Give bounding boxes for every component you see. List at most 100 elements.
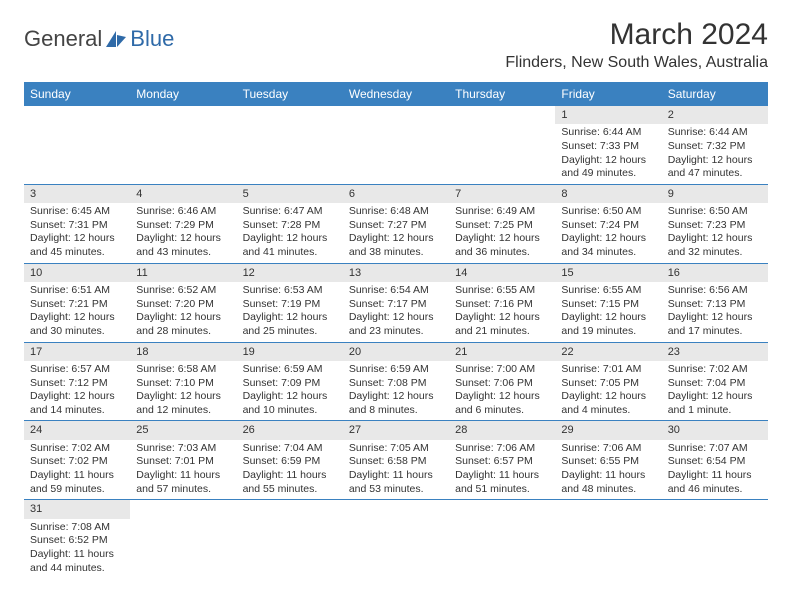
day-number: 31: [24, 500, 130, 518]
day-number: 20: [343, 343, 449, 361]
day-info: Sunrise: 6:44 AMSunset: 7:32 PMDaylight:…: [662, 124, 768, 184]
calendar-day-cell: [449, 106, 555, 184]
calendar-day-cell: 6Sunrise: 6:48 AMSunset: 7:27 PMDaylight…: [343, 184, 449, 263]
day-number: 23: [662, 343, 768, 361]
calendar-day-cell: 30Sunrise: 7:07 AMSunset: 6:54 PMDayligh…: [662, 421, 768, 500]
day-info: Sunrise: 7:02 AMSunset: 7:04 PMDaylight:…: [662, 361, 768, 421]
day-number: 25: [130, 421, 236, 439]
calendar-week-row: 24 Sunrise: 7:02 AMSunset: 7:02 PM Dayligh…: [24, 421, 768, 500]
sunrise-line: Sunrise: 7:02 AM: [30, 442, 124, 456]
day-info: Sunrise: 6:59 AMSunset: 7:08 PMDaylight:…: [343, 361, 449, 421]
daylight-line: Daylight: 11 hours and 57 minutes.: [136, 469, 230, 496]
sunset-line: Sunset: 7:24 PM: [561, 219, 655, 233]
calendar-day-cell: 19Sunrise: 6:59 AMSunset: 7:09 PMDayligh…: [237, 342, 343, 421]
sunrise-line: Sunrise: 6:48 AM: [349, 205, 443, 219]
day-number: 26: [237, 421, 343, 439]
day-info: Sunrise: 6:44 AMSunset: 7:33 PMDaylight:…: [555, 124, 661, 184]
sunset-line: Sunset: 7:19 PM: [243, 298, 337, 312]
day-info: Sunrise: 7:03 AMSunset: 7:01 PMDaylight:…: [130, 440, 236, 500]
calendar-week-row: 1Sunrise: 6:44 AMSunset: 7:33 PMDaylight…: [24, 106, 768, 184]
calendar-day-cell: 8Sunrise: 6:50 AMSunset: 7:24 PMDaylight…: [555, 184, 661, 263]
calendar-day-cell: [130, 500, 236, 578]
day-number: 17: [24, 343, 130, 361]
sunset-line: Sunset: 7:15 PM: [561, 298, 655, 312]
calendar-day-cell: [237, 106, 343, 184]
sunrise-line: Sunrise: 6:50 AM: [668, 205, 762, 219]
sunset-line: Sunset: 7:02 PM: [30, 455, 124, 469]
day-info: Sunrise: 7:06 AMSunset: 6:57 PMDaylight:…: [449, 440, 555, 500]
weekday-header: Saturday: [662, 82, 768, 106]
daylight-line: Daylight: 11 hours and 46 minutes.: [668, 469, 762, 496]
sunrise-line: Sunrise: 7:06 AM: [455, 442, 549, 456]
daylight-line: Daylight: 11 hours and 55 minutes.: [243, 469, 337, 496]
sunrise-line: Sunrise: 6:55 AM: [561, 284, 655, 298]
day-info: Sunrise: 6:58 AMSunset: 7:10 PMDaylight:…: [130, 361, 236, 421]
day-number: 13: [343, 264, 449, 282]
calendar-day-cell: [130, 106, 236, 184]
daylight-line: Daylight: 11 hours and 51 minutes.: [455, 469, 549, 496]
logo: General Blue: [24, 18, 174, 52]
calendar-day-cell: 7Sunrise: 6:49 AMSunset: 7:25 PMDaylight…: [449, 184, 555, 263]
calendar-day-cell: 11Sunrise: 6:52 AMSunset: 7:20 PMDayligh…: [130, 263, 236, 342]
calendar-day-cell: 27Sunrise: 7:05 AMSunset: 6:58 PMDayligh…: [343, 421, 449, 500]
calendar-day-cell: 4Sunrise: 6:46 AMSunset: 7:29 PMDaylight…: [130, 184, 236, 263]
sunrise-line: Sunrise: 7:08 AM: [30, 521, 124, 535]
daylight-line: Daylight: 11 hours and 48 minutes.: [561, 469, 655, 496]
sunset-line: Sunset: 6:57 PM: [455, 455, 549, 469]
sunset-line: Sunset: 7:28 PM: [243, 219, 337, 233]
day-number: 24: [24, 421, 130, 439]
calendar-day-cell: 2Sunrise: 6:44 AMSunset: 7:32 PMDaylight…: [662, 106, 768, 184]
calendar-day-cell: 5Sunrise: 6:47 AMSunset: 7:28 PMDaylight…: [237, 184, 343, 263]
calendar-day-cell: [343, 106, 449, 184]
sunset-line: Sunset: 7:01 PM: [136, 455, 230, 469]
sunset-line: Sunset: 7:06 PM: [455, 377, 549, 391]
weekday-header: Friday: [555, 82, 661, 106]
sunrise-line: Sunrise: 7:02 AM: [668, 363, 762, 377]
day-info: Sunrise: 6:59 AMSunset: 7:09 PMDaylight:…: [237, 361, 343, 421]
day-info: Sunrise: 6:50 AMSunset: 7:24 PMDaylight:…: [555, 203, 661, 263]
sunset-line: Sunset: 7:20 PM: [136, 298, 230, 312]
calendar-day-cell: 15Sunrise: 6:55 AMSunset: 7:15 PMDayligh…: [555, 263, 661, 342]
day-number: 6: [343, 185, 449, 203]
daylight-line: Daylight: 12 hours and 21 minutes.: [455, 311, 549, 338]
sunrise-line: Sunrise: 6:58 AM: [136, 363, 230, 377]
sunrise-line: Sunrise: 6:44 AM: [668, 126, 762, 140]
daylight-line: Daylight: 12 hours and 34 minutes.: [561, 232, 655, 259]
calendar-day-cell: 18Sunrise: 6:58 AMSunset: 7:10 PMDayligh…: [130, 342, 236, 421]
day-info: Sunrise: 6:51 AMSunset: 7:21 PMDaylight:…: [24, 282, 130, 342]
calendar-day-cell: 12Sunrise: 6:53 AMSunset: 7:19 PMDayligh…: [237, 263, 343, 342]
calendar-day-cell: 16Sunrise: 6:56 AMSunset: 7:13 PMDayligh…: [662, 263, 768, 342]
weekday-header: Thursday: [449, 82, 555, 106]
calendar-day-cell: 1Sunrise: 6:44 AMSunset: 7:33 PMDaylight…: [555, 106, 661, 184]
day-info: Sunrise: 7:08 AMSunset: 6:52 PMDaylight:…: [24, 519, 130, 579]
sunset-line: Sunset: 7:17 PM: [349, 298, 443, 312]
day-number: 15: [555, 264, 661, 282]
day-info: Sunrise: 6:52 AMSunset: 7:20 PMDaylight:…: [130, 282, 236, 342]
daylight-line: Daylight: 12 hours and 12 minutes.: [136, 390, 230, 417]
calendar-day-cell: 31Sunrise: 7:08 AMSunset: 6:52 PMDayligh…: [24, 500, 130, 578]
day-number: 12: [237, 264, 343, 282]
calendar-day-cell: 14Sunrise: 6:55 AMSunset: 7:16 PMDayligh…: [449, 263, 555, 342]
weekday-header-row: SundayMondayTuesdayWednesdayThursdayFrid…: [24, 82, 768, 106]
sunrise-line: Sunrise: 6:44 AM: [561, 126, 655, 140]
daylight-line: Daylight: 12 hours and 45 minutes.: [30, 232, 124, 259]
sunrise-line: Sunrise: 6:45 AM: [30, 205, 124, 219]
sunset-line: Sunset: 7:31 PM: [30, 219, 124, 233]
calendar-day-cell: 21Sunrise: 7:00 AMSunset: 7:06 PMDayligh…: [449, 342, 555, 421]
day-number: 9: [662, 185, 768, 203]
calendar-day-cell: 24Sunrise: 7:02 AMSunset: 7:02 PMDayligh…: [24, 421, 130, 500]
calendar-day-cell: 10Sunrise: 6:51 AMSunset: 7:21 PMDayligh…: [24, 263, 130, 342]
daylight-line: Daylight: 12 hours and 14 minutes.: [30, 390, 124, 417]
sunrise-line: Sunrise: 6:51 AM: [30, 284, 124, 298]
sunset-line: Sunset: 7:33 PM: [561, 140, 655, 154]
sunrise-line: Sunrise: 6:50 AM: [561, 205, 655, 219]
sunset-line: Sunset: 7:29 PM: [136, 219, 230, 233]
day-number: 19: [237, 343, 343, 361]
day-number: 29: [555, 421, 661, 439]
sunset-line: Sunset: 6:59 PM: [243, 455, 337, 469]
daylight-line: Daylight: 12 hours and 43 minutes.: [136, 232, 230, 259]
sunrise-line: Sunrise: 6:49 AM: [455, 205, 549, 219]
day-number: 18: [130, 343, 236, 361]
weekday-header: Wednesday: [343, 82, 449, 106]
day-info: Sunrise: 6:57 AMSunset: 7:12 PMDaylight:…: [24, 361, 130, 421]
